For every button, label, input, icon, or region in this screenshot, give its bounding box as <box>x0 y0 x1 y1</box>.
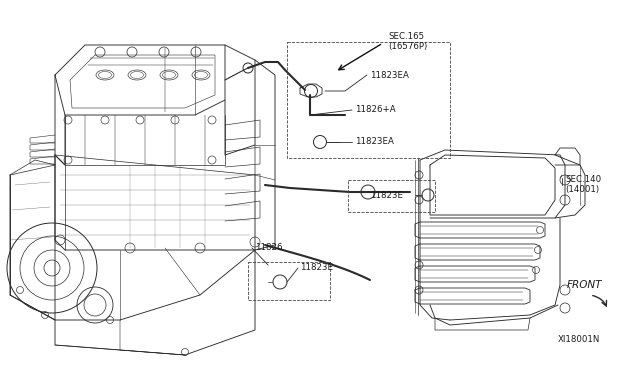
Text: SEC.165
(16576P): SEC.165 (16576P) <box>388 32 428 51</box>
Text: XI18001N: XI18001N <box>558 336 600 344</box>
Text: 11823EA: 11823EA <box>355 138 394 147</box>
Text: 11823EA: 11823EA <box>370 71 409 80</box>
Text: 11826+A: 11826+A <box>355 106 396 115</box>
Text: 11823E: 11823E <box>300 263 333 273</box>
Text: 11826: 11826 <box>255 244 282 253</box>
Text: FRONT: FRONT <box>567 280 602 290</box>
Text: 11823E: 11823E <box>370 192 403 201</box>
Text: SEC.140
(14001): SEC.140 (14001) <box>565 175 601 195</box>
